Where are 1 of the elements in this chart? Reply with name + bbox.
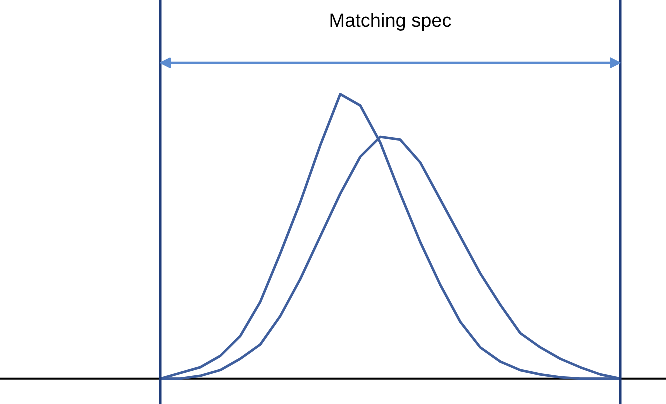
text: Matching spec <box>329 10 452 32</box>
